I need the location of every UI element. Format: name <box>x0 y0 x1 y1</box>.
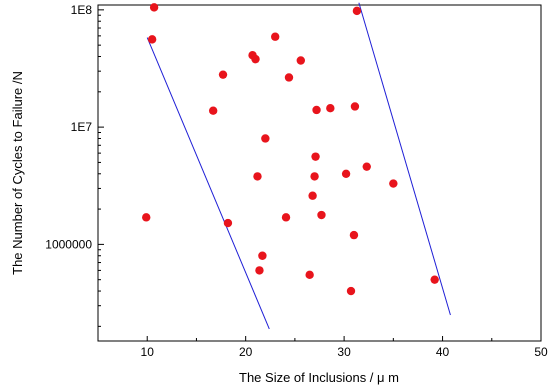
data-point <box>255 266 264 275</box>
data-point <box>284 73 294 82</box>
x-tick-label: 30 <box>337 345 351 359</box>
x-tick-label: 50 <box>534 345 548 359</box>
data-point <box>258 251 267 260</box>
data-point <box>430 275 439 284</box>
x-axis-title: The Size of Inclusions / μ m <box>239 370 399 385</box>
data-point <box>341 169 351 178</box>
y-tick-label: 1000000 <box>45 237 92 251</box>
x-tick-label: 10 <box>141 345 155 359</box>
data-point <box>308 191 317 200</box>
x-axis: 10 20 30 40 50 <box>97 336 548 359</box>
data-point <box>349 230 359 240</box>
x-tick-label: 40 <box>436 345 450 359</box>
data-point <box>251 54 260 64</box>
data-points <box>142 3 439 296</box>
plot-frame <box>97 4 542 342</box>
data-point <box>310 172 319 181</box>
data-point <box>362 162 371 171</box>
y-tick-label: 1E8 <box>71 3 93 17</box>
data-point <box>253 172 262 181</box>
data-point <box>305 270 314 280</box>
bound-line <box>358 2 451 316</box>
data-point <box>311 152 320 161</box>
data-point <box>261 134 270 143</box>
data-point <box>326 103 335 113</box>
bound-lines <box>146 2 451 330</box>
y-tick-label: 1E7 <box>71 120 93 134</box>
data-point <box>208 106 218 115</box>
data-point <box>281 213 291 222</box>
y-axis-title: The Number of Cycles to Failure /N <box>10 71 25 275</box>
data-point <box>346 286 356 296</box>
y-axis: 1000000 1E7 1E8 <box>45 3 104 327</box>
data-point <box>312 105 321 115</box>
data-point <box>218 70 228 79</box>
x-tick-label: 20 <box>239 345 253 359</box>
data-point <box>352 6 362 16</box>
bound-line <box>146 37 270 330</box>
data-point <box>296 56 305 65</box>
data-point <box>147 35 157 44</box>
data-point <box>271 32 280 41</box>
data-point <box>350 102 360 111</box>
data-point <box>223 218 233 228</box>
data-point <box>317 210 326 220</box>
data-point <box>149 3 159 12</box>
data-point <box>389 179 398 188</box>
data-point <box>142 213 151 222</box>
